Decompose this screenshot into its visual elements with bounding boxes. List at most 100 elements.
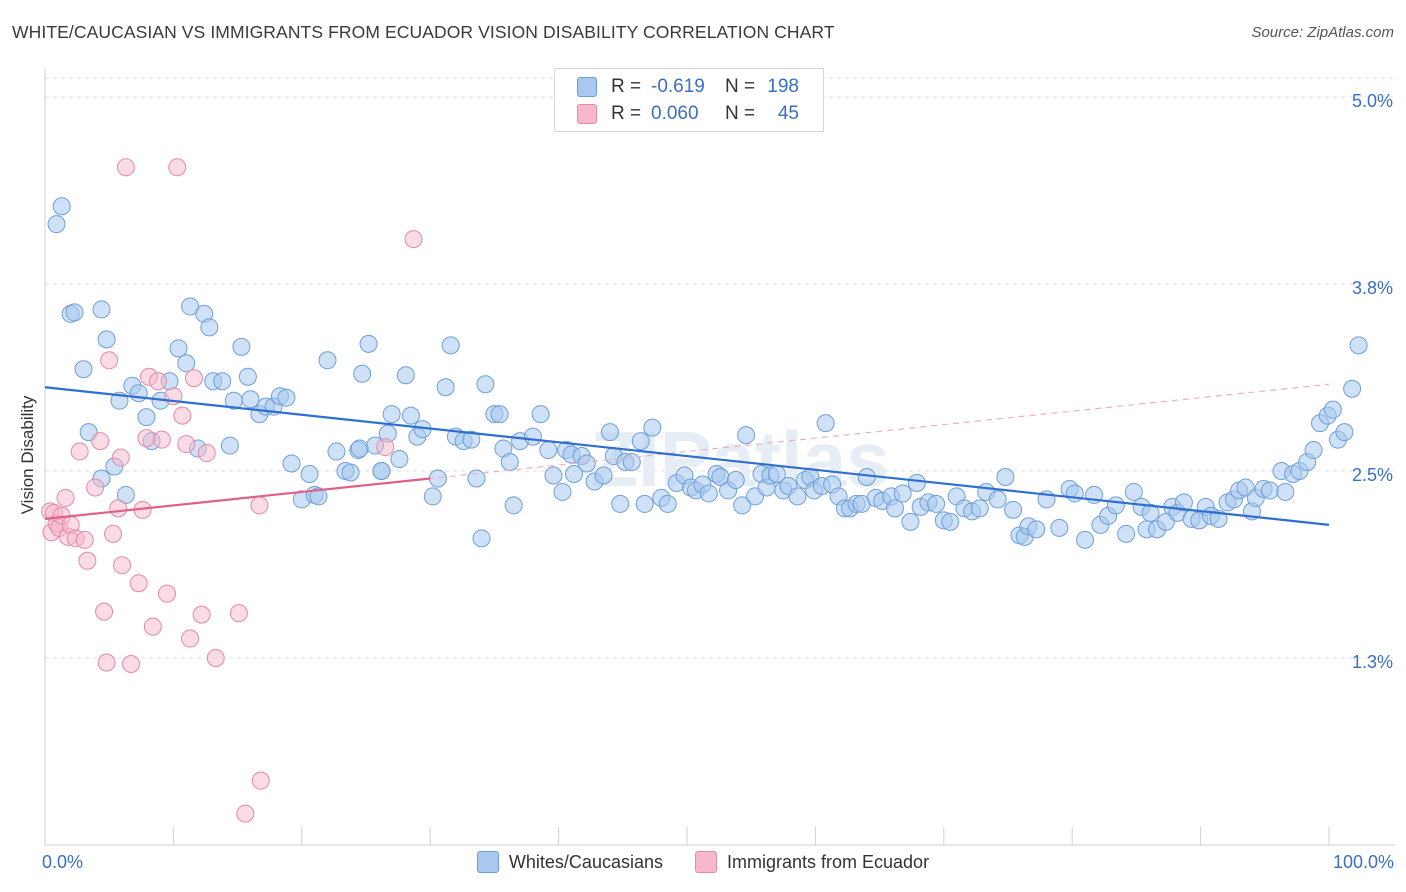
- point-whites: [631, 432, 650, 451]
- x-tick-label-max: 100.0%: [1332, 852, 1394, 872]
- y-tick-label: 2.5%: [1352, 465, 1393, 485]
- point-ecuador: [206, 649, 225, 667]
- series-legend-item-ecuador: Immigrants from Ecuador: [695, 851, 929, 873]
- point-whites: [1106, 496, 1125, 515]
- point-whites: [504, 496, 523, 515]
- axes: [44, 68, 1395, 846]
- source-label: Source: ZipAtlas.com: [1251, 24, 1394, 41]
- point-whites: [1027, 520, 1046, 539]
- point-ecuador: [184, 369, 203, 388]
- point-whites: [181, 297, 200, 316]
- n-label: N =: [725, 76, 756, 97]
- point-whites: [600, 423, 619, 442]
- point-whites: [643, 418, 662, 437]
- x-tick-label-min: 0.0%: [42, 852, 84, 872]
- point-whites: [359, 334, 378, 353]
- point-whites: [309, 487, 328, 506]
- point-ecuador: [116, 158, 135, 177]
- legend-swatch-whites: [577, 77, 597, 97]
- series-label-whites: Whites/Caucasians: [508, 851, 663, 872]
- point-ecuador: [250, 496, 269, 515]
- point-ecuador: [97, 653, 116, 672]
- point-ecuador: [229, 604, 248, 623]
- legend-row-whites: R = -0.619 N = 198: [577, 73, 799, 101]
- point-whites: [476, 375, 495, 394]
- point-whites: [539, 441, 558, 460]
- point-whites: [927, 494, 946, 513]
- point-whites: [220, 436, 239, 455]
- point-whites: [341, 463, 360, 482]
- series-label-ecuador: Immigrants from Ecuador: [727, 851, 930, 872]
- point-whites: [116, 485, 135, 504]
- y-tick-label: 1.3%: [1352, 652, 1393, 672]
- n-value: 198: [767, 76, 799, 97]
- correlation-legend: R = -0.619 N = 198 R = 0.060 N = 45: [554, 68, 824, 132]
- series-swatch-whites: [476, 851, 499, 873]
- point-whites: [622, 453, 641, 472]
- point-ecuador: [168, 158, 187, 177]
- point-whites: [467, 469, 486, 488]
- point-ecuador: [177, 435, 196, 454]
- point-ecuador: [113, 556, 132, 575]
- r-label: R =: [611, 76, 642, 97]
- point-whites: [401, 406, 420, 425]
- point-whites: [423, 487, 442, 506]
- point-whites: [893, 484, 912, 503]
- point-whites: [65, 303, 84, 322]
- point-whites: [553, 482, 572, 501]
- point-whites: [472, 529, 491, 548]
- legend-row-ecuador: R = 0.060 N = 45: [577, 100, 799, 128]
- point-whites: [350, 439, 369, 458]
- point-whites: [390, 450, 409, 469]
- point-whites: [594, 466, 613, 485]
- point-whites: [1276, 482, 1295, 501]
- point-whites: [1304, 441, 1323, 460]
- point-whites: [658, 494, 677, 513]
- series-legend: Whites/Caucasians Immigrants from Ecuado…: [0, 851, 1406, 873]
- point-ecuador: [173, 406, 192, 425]
- point-whites: [733, 496, 752, 515]
- point-whites: [635, 494, 654, 513]
- point-whites: [726, 470, 745, 489]
- point-whites: [97, 330, 116, 349]
- point-whites: [396, 366, 415, 385]
- point-whites: [737, 426, 756, 445]
- point-whites: [1349, 336, 1368, 355]
- point-whites: [611, 494, 630, 513]
- point-ecuador: [376, 438, 395, 457]
- point-whites: [577, 454, 596, 473]
- point-ecuador: [78, 551, 97, 570]
- point-whites: [1004, 500, 1023, 519]
- point-whites: [1174, 493, 1193, 512]
- point-whites: [1209, 509, 1228, 528]
- series-swatch-ecuador: [695, 851, 717, 873]
- point-ecuador: [192, 605, 211, 624]
- point-whites: [996, 467, 1015, 486]
- chart-title: WHITE/CAUCASIAN VS IMMIGRANTS FROM ECUAD…: [12, 22, 835, 42]
- point-whites: [277, 388, 296, 407]
- point-whites: [988, 490, 1007, 509]
- y-tick-labels: 1.3% 2.5% 3.8% 5.0%: [1352, 91, 1393, 672]
- point-whites: [1343, 379, 1362, 398]
- point-whites: [531, 405, 550, 424]
- point-whites: [74, 360, 93, 379]
- point-whites: [213, 372, 232, 391]
- point-whites: [200, 318, 219, 337]
- point-ecuador: [143, 617, 162, 636]
- point-ecuador: [109, 499, 128, 518]
- n-label: N =: [725, 103, 756, 124]
- trend-line-whites: [44, 386, 1330, 526]
- y-tick-label: 3.8%: [1352, 278, 1393, 298]
- point-whites: [901, 512, 920, 531]
- point-ecuador: [404, 230, 423, 249]
- point-ecuador: [100, 351, 119, 370]
- trend-lines: [44, 383, 1330, 526]
- point-whites: [169, 339, 188, 358]
- point-whites: [137, 408, 156, 427]
- point-ecuador: [86, 478, 105, 497]
- y-axis-label: Vision Disability: [18, 395, 37, 514]
- point-whites: [523, 427, 542, 446]
- point-whites: [241, 390, 260, 409]
- data-points: [41, 158, 1368, 823]
